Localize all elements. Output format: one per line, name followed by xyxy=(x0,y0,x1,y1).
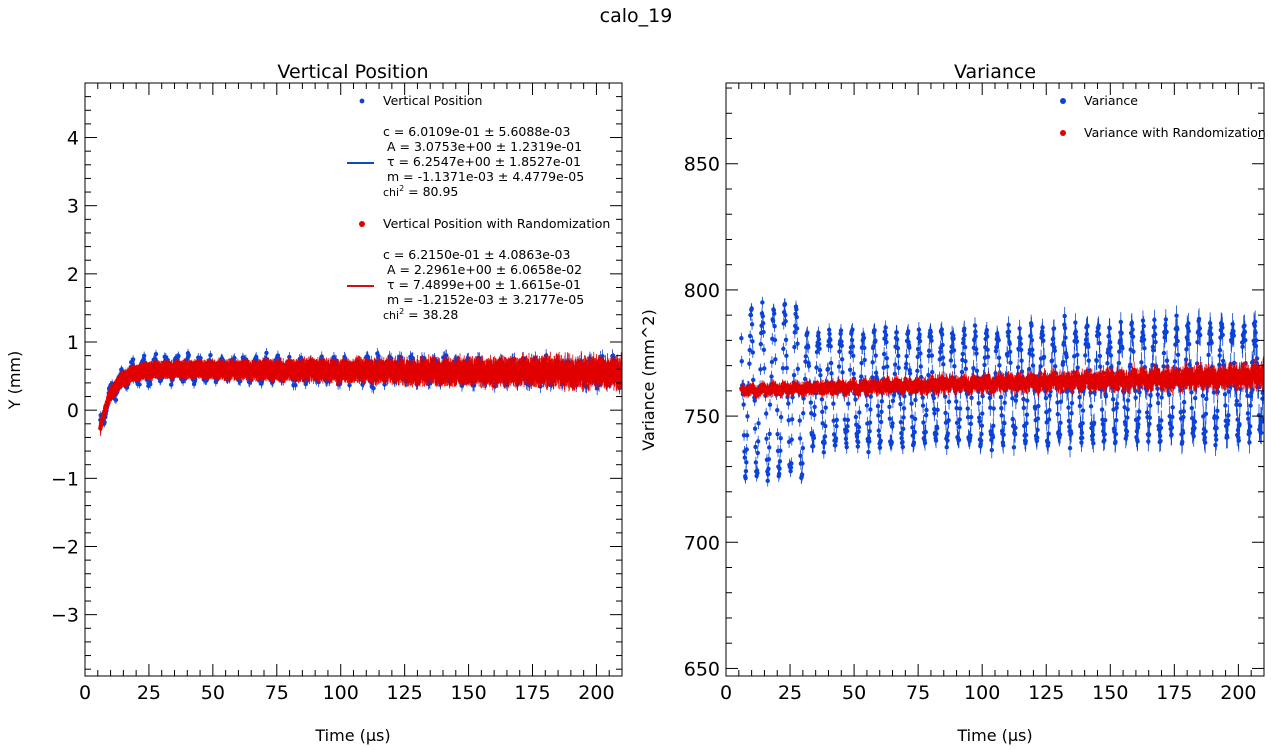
data-point xyxy=(148,381,153,387)
data-point xyxy=(153,351,159,357)
figure-suptitle: calo_19 xyxy=(600,5,673,27)
data-point xyxy=(444,353,449,358)
chart-vertical-position: Vertical Position Time (µs) Y (mm) 0 25 50… xyxy=(5,61,623,745)
data-point xyxy=(113,397,119,403)
y-axis-label: Y (mm) xyxy=(5,351,24,411)
data-point xyxy=(264,350,269,356)
data-point xyxy=(371,386,376,391)
data-point xyxy=(208,352,213,358)
x-axis-label: Time (µs) xyxy=(314,726,390,745)
chart-title: Vertical Position xyxy=(277,61,428,83)
data-point xyxy=(347,383,352,388)
data-point xyxy=(293,382,298,388)
plot-area xyxy=(98,347,622,437)
data-point xyxy=(130,357,136,362)
series-randomized xyxy=(98,350,622,437)
data-point xyxy=(186,353,191,358)
data-point xyxy=(141,353,147,358)
data-point xyxy=(176,353,181,359)
data-point xyxy=(410,356,415,361)
data-point xyxy=(137,382,142,387)
